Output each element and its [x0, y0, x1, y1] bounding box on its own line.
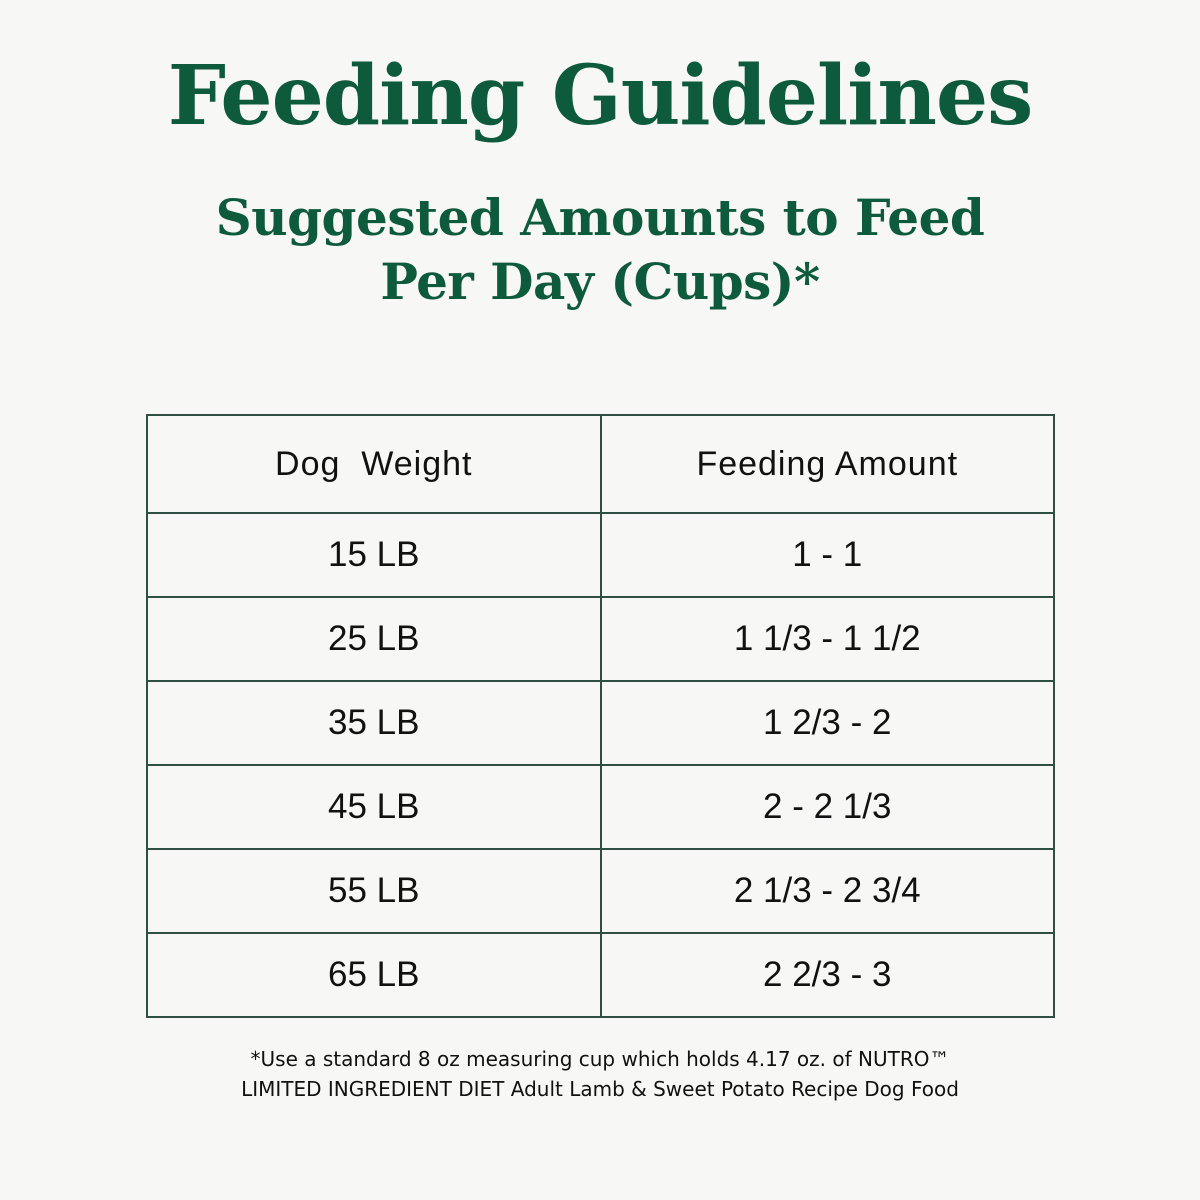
table-header-row: Dog Weight Feeding Amount [146, 414, 1055, 514]
footnote: *Use a standard 8 oz measuring cup which… [0, 1044, 1200, 1104]
amount-cell: 1 - 1 [599, 512, 1055, 598]
amount-cell: 2 - 2 1/3 [599, 764, 1055, 850]
weight-cell: 15 LB [146, 512, 602, 598]
weight-cell: 25 LB [146, 596, 602, 682]
table-row: 55 LB 2 1/3 - 2 3/4 [146, 848, 1055, 934]
amount-cell: 1 1/3 - 1 1/2 [599, 596, 1055, 682]
amount-cell: 1 2/3 - 2 [599, 680, 1055, 766]
subtitle-line-2: Per Day (Cups)* [380, 252, 820, 311]
table-row: 25 LB 1 1/3 - 1 1/2 [146, 596, 1055, 682]
table-row: 15 LB 1 - 1 [146, 512, 1055, 598]
weight-cell: 55 LB [146, 848, 602, 934]
table-row: 65 LB 2 2/3 - 3 [146, 932, 1055, 1018]
footnote-line-1: *Use a standard 8 oz measuring cup which… [250, 1047, 950, 1071]
weight-cell: 35 LB [146, 680, 602, 766]
column-header-feeding-amount: Feeding Amount [599, 414, 1055, 514]
page-subtitle: Suggested Amounts to Feed Per Day (Cups)… [0, 186, 1200, 314]
weight-cell: 65 LB [146, 932, 602, 1018]
table-row: 35 LB 1 2/3 - 2 [146, 680, 1055, 766]
footnote-line-2: LIMITED INGREDIENT DIET Adult Lamb & Swe… [241, 1077, 959, 1101]
feeding-table: Dog Weight Feeding Amount 15 LB 1 - 1 25… [146, 414, 1055, 1018]
table-row: 45 LB 2 - 2 1/3 [146, 764, 1055, 850]
page-title: Feeding Guidelines [167, 48, 1034, 144]
subtitle-line-1: Suggested Amounts to Feed [215, 188, 985, 247]
weight-cell: 45 LB [146, 764, 602, 850]
amount-cell: 2 2/3 - 3 [599, 932, 1055, 1018]
amount-cell: 2 1/3 - 2 3/4 [599, 848, 1055, 934]
column-header-dog-weight: Dog Weight [146, 414, 602, 514]
